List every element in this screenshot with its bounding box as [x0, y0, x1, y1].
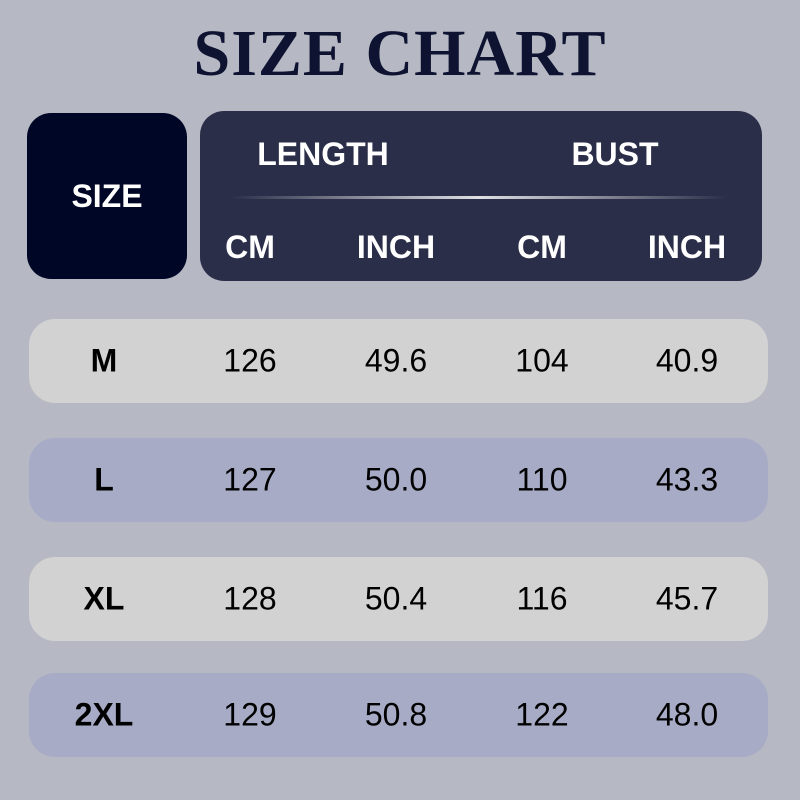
- bust-cm-label: CM: [517, 229, 567, 265]
- length-inch-cell: 50.4: [364, 580, 428, 617]
- bust-inch-cell: 45.7: [655, 580, 719, 617]
- size-cell: 2XL: [74, 696, 134, 733]
- bust-inch-cell: 48.0: [655, 696, 719, 733]
- bust-cm-cell: 116: [516, 580, 568, 617]
- table-row: 2XL 129 50.8 122 48.0: [29, 673, 768, 757]
- bust-inch-cell: 43.3: [655, 461, 719, 498]
- length-inch-label: INCH: [356, 229, 436, 265]
- size-cell: M: [90, 342, 118, 379]
- header-divider: [230, 196, 728, 199]
- length-cm-cell: 126: [223, 342, 277, 379]
- size-cell: XL: [83, 580, 125, 617]
- length-cm-cell: 127: [223, 461, 277, 498]
- length-group-label: LENGTH: [257, 136, 389, 172]
- bust-group-label: BUST: [571, 136, 659, 172]
- measurement-header: LENGTH BUST CM INCH CM INCH: [200, 111, 762, 281]
- size-header-cell: SIZE: [27, 113, 187, 279]
- bust-cm-cell: 122: [515, 696, 569, 733]
- page-title: SIZE CHART: [193, 17, 607, 90]
- size-cell: L: [94, 461, 114, 498]
- bust-inch-cell: 40.9: [655, 342, 719, 379]
- length-cm-label: CM: [225, 229, 275, 265]
- size-header-label: SIZE: [71, 177, 143, 214]
- table-row: M 126 49.6 104 40.9: [29, 319, 768, 403]
- table-row: XL 128 50.4 116 45.7: [29, 557, 768, 641]
- length-inch-cell: 49.6: [364, 342, 428, 379]
- length-inch-cell: 50.0: [364, 461, 428, 498]
- table-row: L 127 50.0 110 43.3: [29, 438, 768, 522]
- length-cm-cell: 129: [223, 696, 277, 733]
- bust-cm-cell: 104: [515, 342, 569, 379]
- bust-cm-cell: 110: [516, 461, 568, 498]
- length-cm-cell: 128: [223, 580, 277, 617]
- length-inch-cell: 50.8: [364, 696, 428, 733]
- bust-inch-label: INCH: [647, 229, 727, 265]
